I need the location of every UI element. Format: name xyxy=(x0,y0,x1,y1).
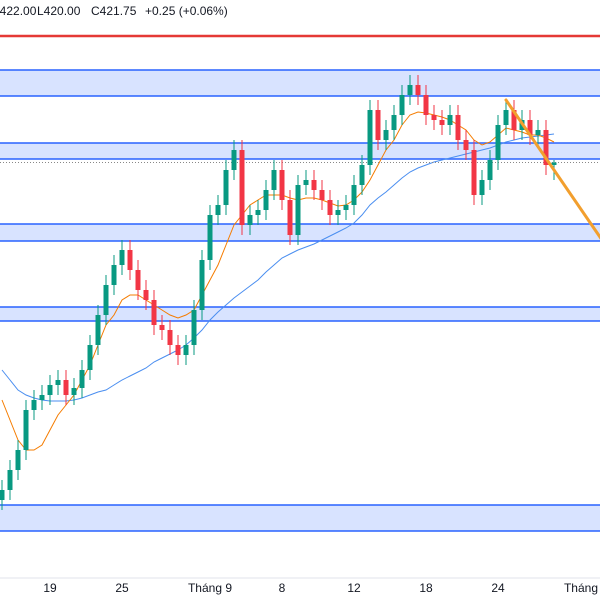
candle-body xyxy=(511,110,517,130)
candle-body xyxy=(175,345,181,355)
candle-body xyxy=(423,95,429,115)
time-tick-label: 12 xyxy=(347,581,361,595)
candle-body xyxy=(7,470,13,490)
candle-body xyxy=(223,170,229,205)
candle-body xyxy=(487,160,493,180)
candle-body xyxy=(95,315,101,345)
candle-body xyxy=(479,180,485,195)
candle-body xyxy=(215,205,221,215)
candle-body xyxy=(231,150,237,170)
time-tick-label: Tháng 9 xyxy=(188,581,232,595)
candle-body xyxy=(495,125,501,160)
candle-body xyxy=(199,260,205,310)
candle-body xyxy=(135,270,141,290)
candle-body xyxy=(15,450,21,470)
candle-body xyxy=(351,185,357,205)
candle-body xyxy=(287,200,293,235)
candle-body xyxy=(23,410,29,450)
support-resistance-zone xyxy=(0,69,600,97)
candle-body xyxy=(295,185,301,235)
time-tick-label: 25 xyxy=(115,581,129,595)
support-resistance-zone xyxy=(0,142,600,160)
trendline xyxy=(504,98,600,240)
candle-body xyxy=(343,205,349,210)
candle-body xyxy=(415,85,421,95)
candle-body xyxy=(455,115,461,140)
candle-body xyxy=(111,265,117,285)
candle-body xyxy=(159,325,165,330)
ohlc-header: H422.00 xyxy=(0,4,37,18)
candle-body xyxy=(31,400,37,410)
ohlc-header: C421.75 xyxy=(91,4,137,18)
candle-body xyxy=(247,215,253,225)
candle-body xyxy=(239,150,245,225)
candle-body xyxy=(463,140,469,150)
candle-body xyxy=(63,380,69,395)
candle-body xyxy=(319,190,325,200)
ohlc-header: L420.00 xyxy=(37,4,81,18)
candle-body xyxy=(447,115,453,125)
candle-body xyxy=(367,110,373,165)
candle-body xyxy=(143,290,149,300)
candle-body xyxy=(311,180,317,190)
candle-body xyxy=(151,300,157,325)
candle-body xyxy=(551,162,557,165)
candle-body xyxy=(271,170,277,190)
candle-body xyxy=(207,215,213,260)
candle-body xyxy=(167,330,173,345)
ohlc-header: +0.25 (+0.06%) xyxy=(145,4,228,18)
time-tick-label: 8 xyxy=(279,581,286,595)
candle-body xyxy=(327,200,333,215)
candle-body xyxy=(279,170,285,200)
candle-body xyxy=(183,345,189,355)
moving-average-fast xyxy=(1,111,555,451)
candle-body xyxy=(127,250,133,270)
candle-body xyxy=(87,345,93,370)
candle-body xyxy=(255,210,261,215)
support-resistance-zone xyxy=(0,504,600,532)
candle-body xyxy=(543,130,549,165)
candle-body xyxy=(391,115,397,130)
candle-body xyxy=(399,95,405,115)
candle-body xyxy=(471,150,477,195)
candle-body xyxy=(263,190,269,210)
candle-body xyxy=(407,85,413,95)
candle-body xyxy=(103,285,109,315)
candle-body xyxy=(47,385,53,395)
time-tick-label: 19 xyxy=(43,581,57,595)
time-tick-label: Tháng 1 xyxy=(564,581,600,595)
candle-body xyxy=(39,395,45,400)
candle-body xyxy=(303,180,309,185)
candle-body xyxy=(527,120,533,135)
candle-body xyxy=(79,370,85,388)
candle-body xyxy=(503,110,509,125)
candle-body xyxy=(55,380,61,385)
candle-body xyxy=(191,310,197,345)
time-tick-label: 24 xyxy=(491,581,505,595)
candle-body xyxy=(431,115,437,120)
candle-body xyxy=(375,110,381,140)
candle-body xyxy=(0,490,5,500)
candle-body xyxy=(119,250,125,265)
candle-body xyxy=(359,165,365,185)
candle-body xyxy=(335,210,341,215)
support-resistance-zone xyxy=(0,306,600,322)
candle-body xyxy=(535,130,541,135)
candle-body xyxy=(71,388,77,395)
candle-body xyxy=(439,120,445,125)
candle-body xyxy=(383,130,389,140)
moving-average-slow xyxy=(1,133,555,402)
time-tick-label: 18 xyxy=(419,581,433,595)
